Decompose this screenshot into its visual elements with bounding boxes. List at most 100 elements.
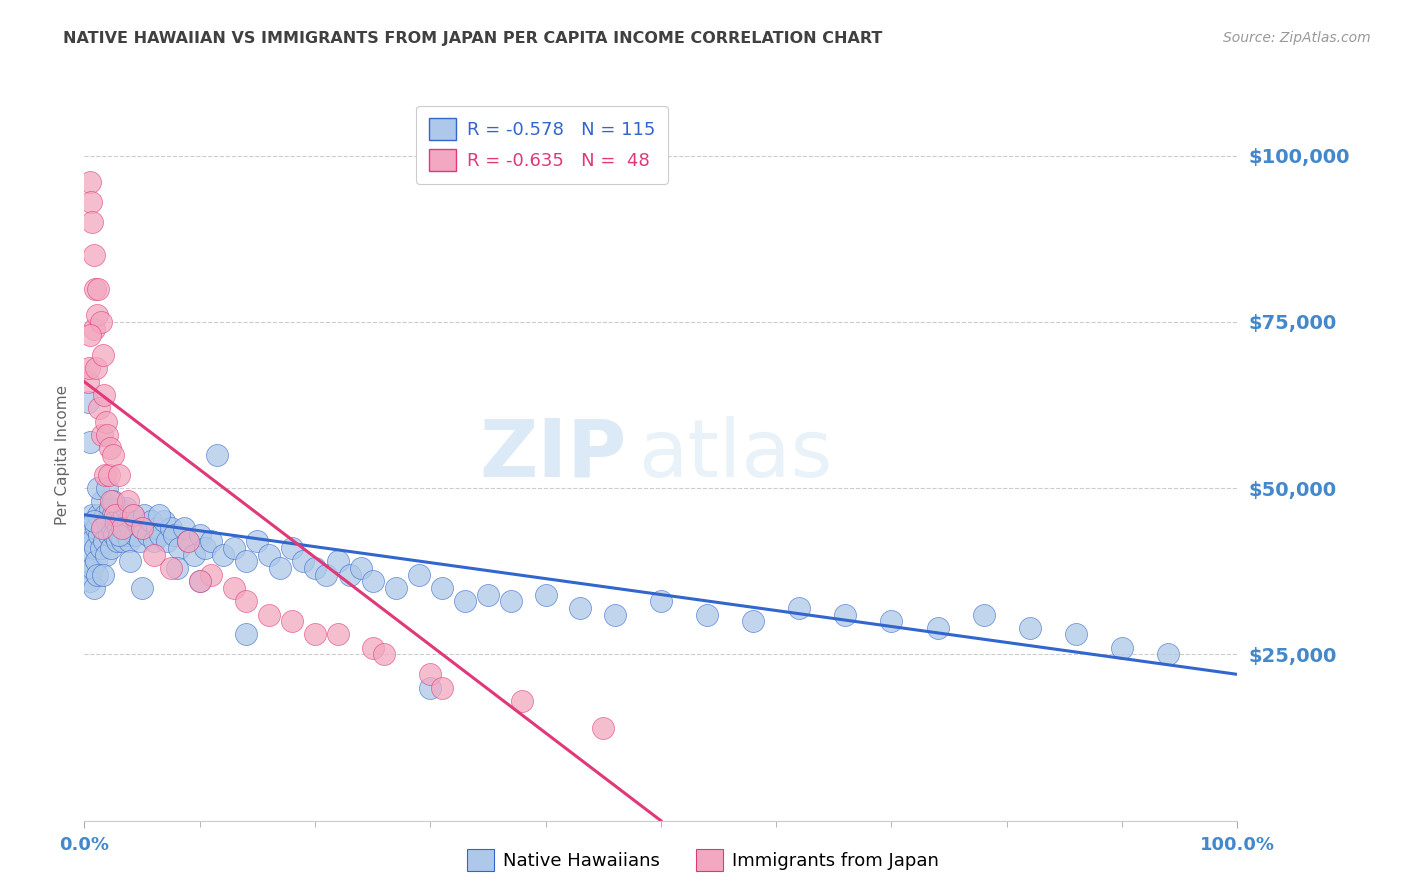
Point (430, 581, 453, 595)
Point (304, 627, 326, 641)
Point (156, 534, 179, 549)
Point (98, 442, 121, 456)
Point (650, 594, 672, 608)
Point (128, 534, 150, 549)
Point (304, 561, 326, 575)
Point (103, 508, 124, 522)
Point (117, 515, 139, 529)
Text: NATIVE HAWAIIAN VS IMMIGRANTS FROM JAPAN PER CAPITA INCOME CORRELATION CHART: NATIVE HAWAIIAN VS IMMIGRANTS FROM JAPAN… (63, 31, 883, 46)
Point (82, 561, 104, 575)
Point (141, 515, 163, 529)
Point (89, 527, 111, 541)
Point (188, 527, 211, 541)
Point (121, 508, 143, 522)
Point (127, 515, 149, 529)
Point (89, 541, 111, 555)
Point (83, 515, 105, 529)
Point (257, 607, 280, 622)
Point (167, 541, 190, 555)
Point (120, 554, 142, 568)
Point (361, 574, 384, 589)
Point (281, 614, 304, 628)
Legend: R = -0.578   N = 115, R = -0.635   N =  48: R = -0.578 N = 115, R = -0.635 N = 48 (416, 105, 668, 184)
Point (131, 521, 153, 535)
Point (603, 607, 626, 622)
Point (91, 521, 114, 535)
Point (110, 515, 132, 529)
Point (131, 581, 153, 595)
Text: ZIP: ZIP (479, 416, 626, 494)
Point (76, 394, 98, 409)
Point (512, 694, 534, 708)
Point (1111, 640, 1133, 655)
Point (257, 548, 280, 562)
Point (499, 594, 522, 608)
Point (166, 561, 188, 575)
Point (97, 467, 120, 482)
Point (114, 521, 136, 535)
Point (153, 515, 176, 529)
Point (84, 554, 107, 568)
Point (108, 527, 131, 541)
Point (742, 614, 765, 628)
Point (880, 614, 903, 628)
Point (94, 508, 117, 522)
Point (79, 175, 101, 189)
Point (136, 527, 159, 541)
Point (315, 567, 337, 582)
Point (79, 328, 101, 343)
Point (89, 401, 111, 416)
Point (83, 541, 105, 555)
Point (82, 215, 104, 229)
Point (200, 534, 222, 549)
Point (111, 534, 134, 549)
Point (419, 681, 441, 695)
Point (430, 681, 453, 695)
Point (96, 481, 118, 495)
Point (117, 494, 139, 508)
Point (93, 388, 115, 402)
Point (1064, 627, 1087, 641)
Point (281, 541, 304, 555)
Point (235, 627, 257, 641)
Point (91, 567, 114, 582)
Point (94, 467, 117, 482)
Point (79, 574, 101, 589)
Point (93, 534, 115, 549)
Point (90, 521, 112, 535)
Point (90, 494, 112, 508)
Point (121, 508, 143, 522)
Point (148, 508, 170, 522)
Point (101, 521, 124, 535)
Point (103, 494, 124, 508)
Point (79, 434, 101, 449)
Point (108, 467, 131, 482)
Point (83, 321, 105, 335)
Point (103, 448, 124, 462)
Point (696, 607, 718, 622)
Point (89, 315, 111, 329)
Point (177, 534, 200, 549)
Point (173, 521, 195, 535)
Point (292, 554, 315, 568)
Point (112, 508, 135, 522)
Point (224, 581, 246, 595)
Point (269, 561, 291, 575)
Point (787, 600, 810, 615)
Point (91, 348, 114, 362)
Point (96, 428, 118, 442)
Point (86, 567, 108, 582)
Point (1157, 648, 1180, 662)
Point (84, 361, 107, 376)
Point (183, 548, 205, 562)
Point (77, 548, 100, 562)
Y-axis label: Per Capita Income: Per Capita Income (55, 384, 70, 525)
Point (200, 567, 222, 582)
Point (115, 527, 138, 541)
Point (111, 521, 134, 535)
Point (82, 508, 104, 522)
Text: atlas: atlas (638, 416, 832, 494)
Point (77, 527, 100, 541)
Point (103, 527, 125, 541)
Point (1018, 621, 1040, 635)
